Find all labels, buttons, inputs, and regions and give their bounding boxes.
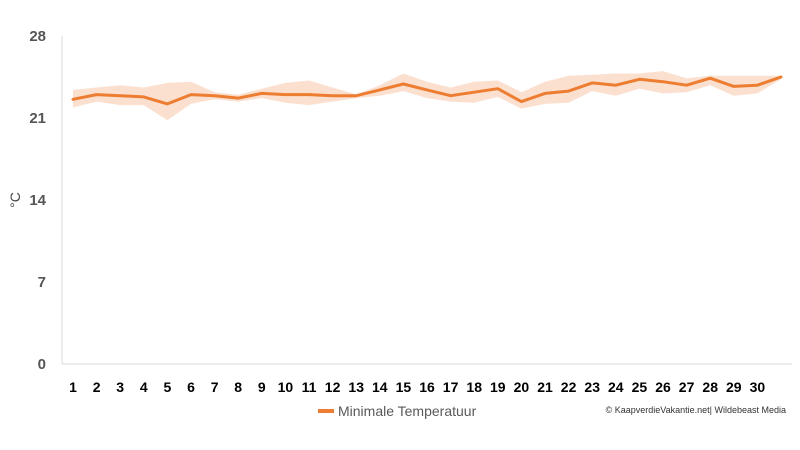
x-tick-label: 4 xyxy=(140,379,148,395)
x-tick-label: 11 xyxy=(302,379,317,395)
x-tick-label: 28 xyxy=(702,379,718,395)
range-band xyxy=(73,71,781,121)
x-tick-label: 26 xyxy=(655,379,671,395)
x-tick-label: 7 xyxy=(211,379,219,395)
legend-swatch xyxy=(318,409,334,413)
y-tick-label: 0 xyxy=(38,356,46,373)
x-tick-label: 12 xyxy=(325,379,341,395)
x-tick-label: 27 xyxy=(679,379,695,395)
x-tick-label: 6 xyxy=(187,379,195,395)
x-tick-label: 18 xyxy=(466,379,482,395)
x-tick-label: 25 xyxy=(632,379,648,395)
x-tick-label: 23 xyxy=(584,379,600,395)
series-line xyxy=(71,75,783,106)
x-tick-label: 1 xyxy=(69,379,77,395)
x-tick-label: 22 xyxy=(561,379,577,395)
x-tick-label: 17 xyxy=(443,379,459,395)
x-tick-label: 9 xyxy=(258,379,266,395)
copyright-credit: © KaapverdieVakantie.net| Wildebeast Med… xyxy=(605,405,786,415)
x-tick-label: 10 xyxy=(278,379,294,395)
x-tick-label: 14 xyxy=(372,379,388,395)
x-tick-label: 21 xyxy=(537,379,553,395)
y-tick-label: 28 xyxy=(29,28,46,45)
y-axis-label: °C xyxy=(7,192,23,208)
x-tick-label: 19 xyxy=(490,379,506,395)
x-tick-label: 24 xyxy=(608,379,624,395)
y-tick-label: 21 xyxy=(29,110,46,127)
y-tick-label: 7 xyxy=(38,274,46,291)
y-tick-label: 14 xyxy=(29,192,46,209)
x-tick-label: 13 xyxy=(348,379,364,395)
legend-label: Minimale Temperatuur xyxy=(338,403,477,419)
x-tick-label: 30 xyxy=(750,379,766,395)
x-tick-label: 8 xyxy=(234,379,242,395)
x-tick-label: 20 xyxy=(514,379,530,395)
x-tick-label: 29 xyxy=(726,379,742,395)
x-tick-label: 5 xyxy=(164,379,172,395)
legend: Minimale Temperatuur xyxy=(318,403,476,419)
x-tick-label: 15 xyxy=(396,379,412,395)
x-tick-label: 16 xyxy=(419,379,435,395)
x-tick-label: 2 xyxy=(93,379,101,395)
x-tick-label: 3 xyxy=(116,379,124,395)
